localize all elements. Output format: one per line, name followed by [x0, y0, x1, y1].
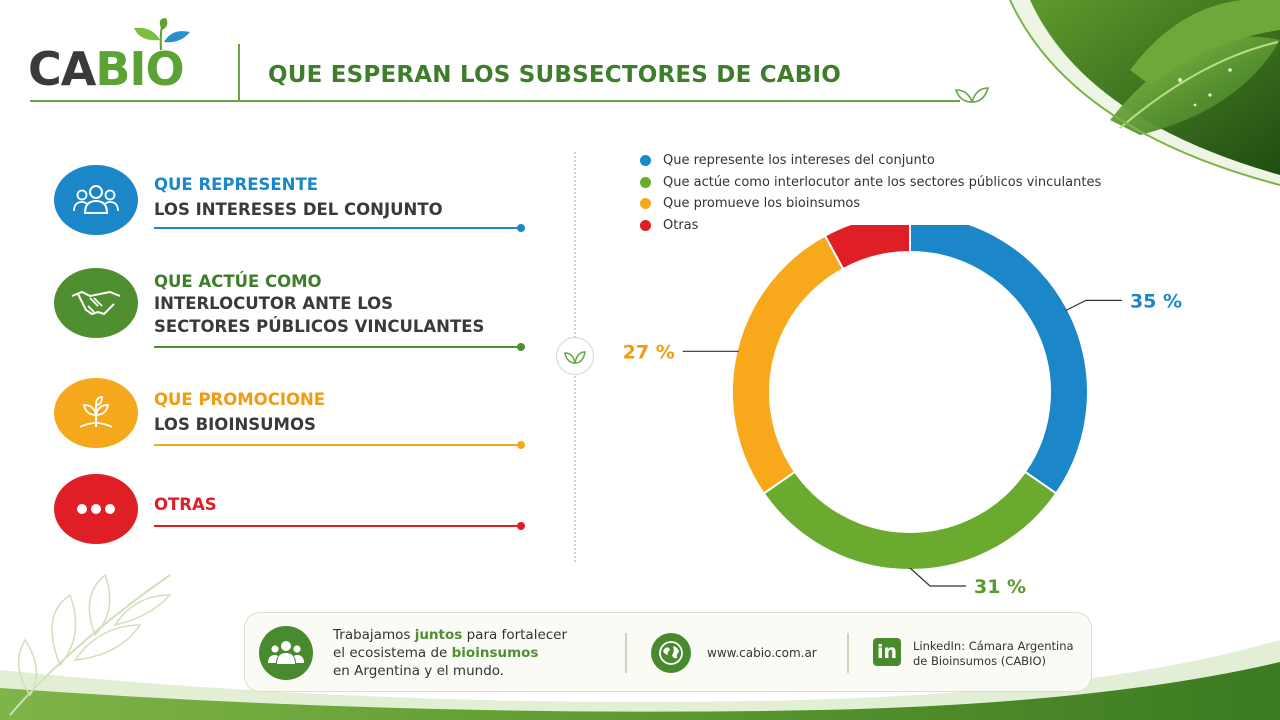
footer-card: Trabajamos juntos para fortalecer el eco…	[244, 612, 1092, 692]
donut-slice	[731, 234, 845, 495]
item-dot	[517, 343, 525, 351]
handshake-icon	[54, 268, 138, 338]
bottom-wave-decoration	[0, 640, 1280, 720]
item-body: LOS INTERESES DEL CONJUNTO	[154, 200, 443, 219]
item-title: QUE REPRESENTE	[154, 175, 318, 194]
leader-line	[1065, 299, 1122, 311]
legend-swatch	[640, 155, 651, 167]
community-icon	[259, 626, 313, 680]
legend-item: Otras	[640, 215, 1101, 237]
cabio-logo: CABIO	[28, 18, 218, 98]
data-label: 27 %	[623, 341, 675, 363]
footer-divider	[847, 633, 849, 673]
linkedin-icon[interactable]: in	[873, 638, 901, 666]
donut-chart: 35 %31 %27 %8 %	[623, 225, 1182, 595]
legend-label: Otras	[663, 217, 699, 233]
legend-item: Que promueve los bioinsumos	[640, 193, 1101, 215]
item-dot	[517, 441, 525, 449]
legend-item: Que represente los intereses del conjunt…	[640, 150, 1101, 172]
item-dot	[517, 522, 525, 530]
item-body-line2: SECTORES PÚBLICOS VINCULANTES	[154, 317, 485, 336]
item-title: OTRAS	[154, 495, 217, 514]
sprout-icon	[954, 87, 990, 103]
sprout-icon	[54, 378, 138, 448]
legend-swatch	[640, 219, 651, 231]
sprout-badge-icon	[556, 337, 594, 375]
header-divider	[238, 44, 240, 100]
item-title: QUE PROMOCIONE	[154, 390, 326, 409]
branch-leaves-decoration	[9, 573, 172, 716]
leader-line	[909, 567, 966, 587]
chart-legend: Que represente los intereses del conjunt…	[640, 150, 1101, 236]
data-label: 31 %	[974, 576, 1026, 595]
item-underline	[154, 525, 522, 527]
leaves-decoration	[1009, 0, 1280, 186]
footer-divider	[625, 633, 627, 673]
more-dots-icon	[54, 474, 138, 544]
people-group-icon	[54, 165, 138, 235]
item-body-line1: INTERLOCUTOR ANTE LOS	[154, 294, 394, 313]
linkedin-link[interactable]: LinkedIn: Cámara Argentina de Bioinsumos…	[913, 639, 1074, 668]
item-underline	[154, 346, 522, 348]
website-link[interactable]: www.cabio.com.ar	[707, 646, 817, 660]
item-body: LOS BIOINSUMOS	[154, 415, 316, 434]
legend-label: Que promueve los bioinsumos	[663, 196, 861, 212]
item-underline	[154, 444, 522, 446]
item-underline	[154, 227, 522, 229]
donut-slice	[823, 225, 911, 271]
legend-swatch	[640, 198, 651, 210]
donut-slice	[762, 470, 1058, 571]
legend-label: Que represente los intereses del conjunt…	[663, 153, 935, 169]
header-rule	[30, 100, 960, 102]
data-label: 35 %	[1130, 290, 1182, 312]
legend-swatch	[640, 176, 651, 188]
globe-icon	[651, 633, 691, 673]
donut-slice	[909, 225, 1089, 495]
footer-tagline: Trabajamos juntos para fortalecer el eco…	[333, 627, 568, 679]
logo-wordmark: CABIO	[28, 42, 185, 96]
item-title: QUE ACTÚE COMO	[154, 272, 322, 291]
logo-leaves-icon	[134, 18, 190, 51]
legend-item: Que actúe como interlocutor ante los sec…	[640, 172, 1101, 194]
legend-label: Que actúe como interlocutor ante los sec…	[663, 174, 1102, 190]
item-dot	[517, 224, 525, 232]
page-title: QUE ESPERAN LOS SUBSECTORES DE CABIO	[268, 62, 842, 88]
